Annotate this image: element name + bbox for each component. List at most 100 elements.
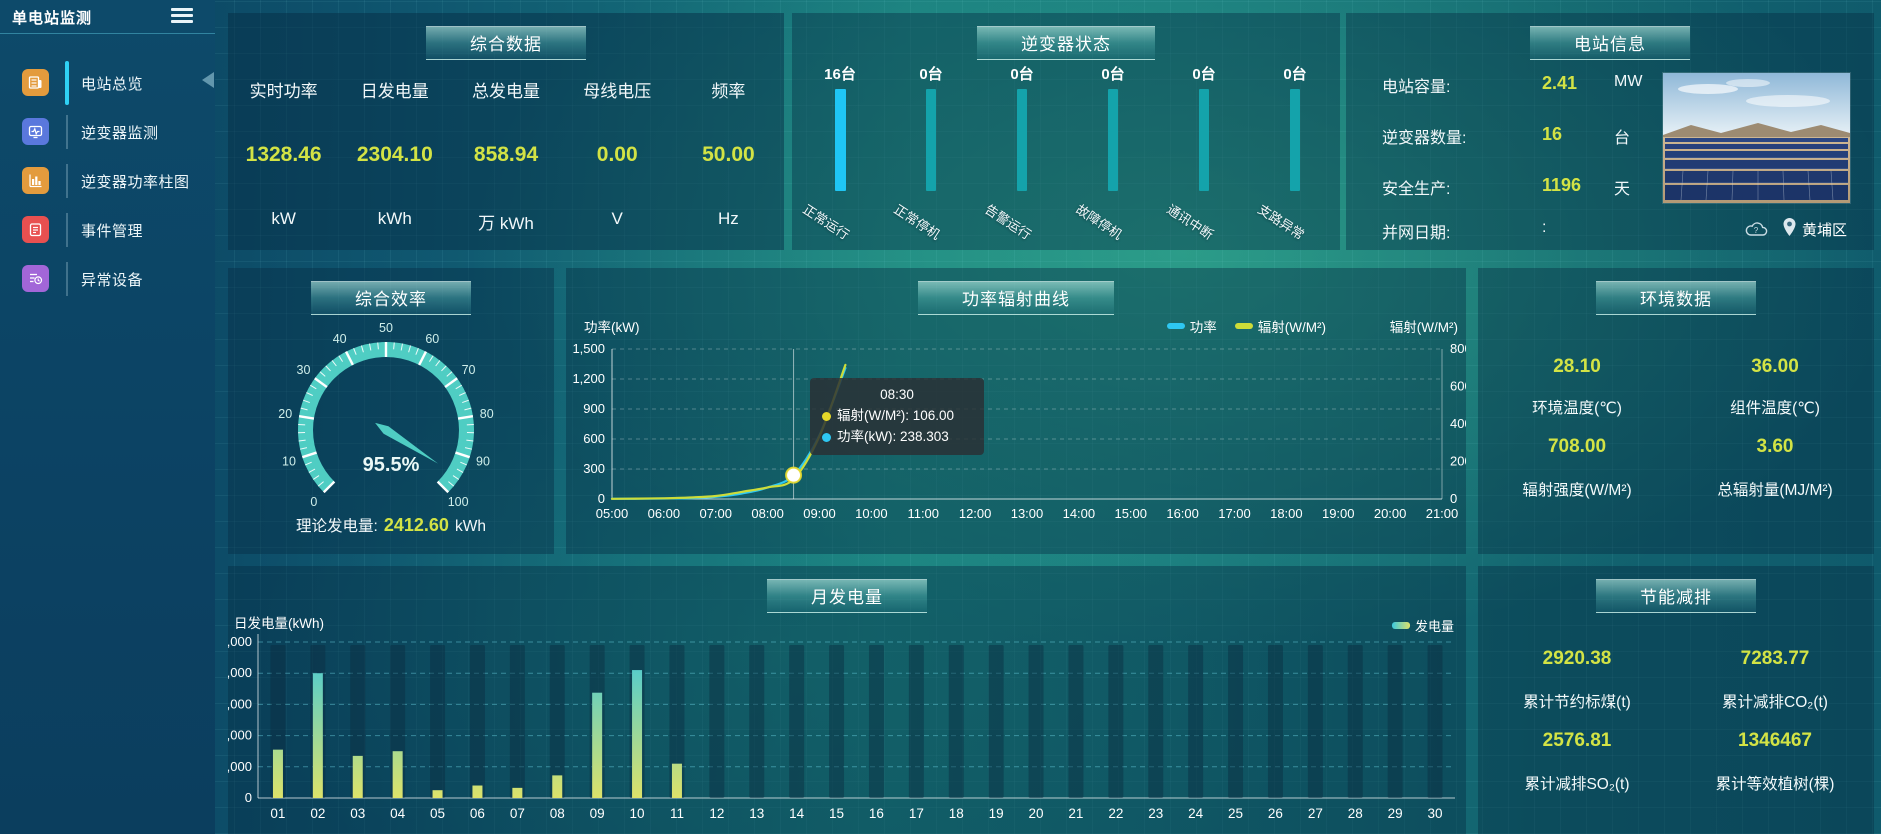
sidebar-item-abnormal-devices[interactable]: 异常设备 — [0, 254, 215, 303]
svg-text:21:00: 21:00 — [1426, 506, 1459, 521]
footer-label: 理论发电量: — [296, 518, 378, 535]
menu-toggle-icon[interactable] — [171, 8, 193, 24]
inverter-status-comm-lost: 0台 通讯中断 — [1158, 63, 1250, 249]
status-bar — [834, 89, 846, 191]
panel-environment: 环境数据 28.10 环境温度(℃) 36.00 组件温度(℃) 708.00 … — [1478, 268, 1874, 554]
metric-frequency: 频率 50.00 Hz — [673, 57, 784, 250]
weather-cloud-icon[interactable]: ? — [1744, 220, 1770, 238]
inverter-power-bars-icon — [22, 167, 49, 194]
svg-text:21: 21 — [1068, 806, 1083, 821]
svg-text:20: 20 — [278, 407, 292, 421]
sidebar-item-label: 逆变器功率柱图 — [81, 174, 190, 191]
gauge-value: 95.5% — [362, 454, 420, 476]
svg-text:23: 23 — [1148, 806, 1163, 821]
monthly-generation-chart[interactable]: 0 2,000 4,000 6,000 8,000 10,000 01 02 03 04 05 06 0… — [228, 566, 1466, 834]
svg-text:12: 12 — [709, 806, 724, 821]
status-count: 16台 — [824, 66, 856, 83]
svg-text:2,000: 2,000 — [228, 759, 252, 774]
sidebar-item-inverter-power-bars[interactable]: 逆变器功率柱图 — [0, 156, 215, 205]
metric-value: 1328.46 — [245, 143, 322, 166]
panel-title: 逆变器状态 — [977, 26, 1155, 60]
sidebar-item-station-overview[interactable]: 电站总览 — [0, 58, 215, 107]
panel-title: 综合数据 — [426, 26, 586, 60]
inverter-status-normal-stop: 0台 正常停机 — [885, 63, 977, 249]
tooltip-radiation-row: 辐射(W/M²): 106.00 — [822, 406, 972, 427]
metric-label: 实时功率 — [249, 82, 318, 101]
bar-axis-name: 日发电量(kWh) — [234, 616, 324, 631]
svg-text:07: 07 — [510, 806, 525, 821]
sidebar-item-label: 异常设备 — [81, 272, 144, 289]
svg-text:800: 800 — [1450, 341, 1466, 356]
metric-unit: Hz — [718, 209, 739, 228]
metric-unit: V — [611, 209, 623, 228]
nav-active-indicator — [65, 61, 69, 105]
svg-text:60: 60 — [425, 332, 439, 346]
svg-text:12:00: 12:00 — [959, 506, 992, 521]
curve-legend: 功率 辐射(W/M²) — [1166, 316, 1326, 336]
svg-text:80: 80 — [480, 407, 494, 421]
tooltip-power-row: 功率(kW): 238.303 — [822, 427, 972, 448]
svg-text:10: 10 — [282, 455, 296, 469]
station-safe-days-row: 安全生产: 1196 天 — [1382, 175, 1672, 199]
panel-title: 环境数据 — [1596, 281, 1756, 315]
svg-text:16:00: 16:00 — [1166, 506, 1199, 521]
svg-text:02: 02 — [310, 806, 325, 821]
env-radiation-intensity-label: 辐射强度(W/M²) — [1522, 482, 1632, 499]
savings-co2: 7283.77 — [1740, 648, 1810, 669]
sidebar-item-label: 电站总览 — [81, 76, 144, 93]
status-bar — [1290, 89, 1300, 191]
svg-text:10:00: 10:00 — [855, 506, 888, 521]
svg-text:8,000: 8,000 — [228, 665, 252, 680]
chart-tooltip: 08:30 辐射(W/M²): 106.00 功率(kW): 238.303 — [810, 378, 984, 455]
panel-station-info: 电站信息 电站容量: 2.41 MW 逆变器数量: 16 台 安全生产: 119… — [1346, 13, 1874, 250]
inverter-status-alarm-running: 0台 告警运行 — [976, 63, 1068, 249]
status-bar — [1017, 89, 1027, 191]
left-axis-name: 功率(kW) — [584, 320, 640, 335]
svg-text:07:00: 07:00 — [699, 506, 732, 521]
svg-text:14:00: 14:00 — [1063, 506, 1096, 521]
savings-trees: 1346467 — [1738, 730, 1812, 751]
metric-label: 总发电量 — [472, 82, 540, 101]
svg-text:18: 18 — [949, 806, 964, 821]
status-label: 故障停机 — [1073, 201, 1125, 243]
status-count: 0台 — [1010, 66, 1034, 83]
legend-power[interactable]: 功率 — [1166, 316, 1217, 336]
status-bar — [926, 89, 936, 191]
row-value: 16 — [1542, 124, 1563, 144]
svg-text:25: 25 — [1228, 806, 1243, 821]
sidebar-item-label: 事件管理 — [81, 223, 144, 240]
svg-text:1,200: 1,200 — [572, 371, 605, 386]
power-radiation-chart[interactable]: 0 300 600 900 1,200 1,500 0 200 400 600 800 05:00 06… — [566, 268, 1466, 554]
metric-unit: kW — [271, 209, 296, 228]
sidebar-item-event-management[interactable]: 事件管理 — [0, 205, 215, 254]
legend-label: 功率 — [1189, 320, 1217, 335]
legend-radiation[interactable]: 辐射(W/M²) — [1234, 316, 1326, 336]
svg-text:0: 0 — [245, 790, 252, 805]
panel-efficiency: 综合效率 0 10 20 30 40 50 60 70 80 90 100 95.5% 理论发电量:… — [228, 268, 554, 554]
status-count: 0台 — [1283, 66, 1307, 83]
svg-text:600: 600 — [583, 431, 605, 446]
efficiency-gauge-chart[interactable]: 0 10 20 30 40 50 60 70 80 90 100 — [228, 304, 554, 520]
svg-text:10,000: 10,000 — [228, 634, 252, 649]
event-management-icon — [22, 216, 49, 243]
metric-value: 858.94 — [473, 143, 539, 166]
panel-energy-savings: 节能减排 2920.38 累计节约标煤(t) 7283.77 累计减排CO₂(t… — [1478, 566, 1874, 834]
abnormal-devices-icon — [22, 265, 49, 292]
env-ambient-temp: 28.10 — [1553, 356, 1601, 377]
theoretical-generation: 理论发电量: 2412.60 kWh — [228, 514, 554, 536]
svg-text:200: 200 — [1450, 454, 1466, 469]
generation-legend[interactable]: 发电量 — [1391, 616, 1454, 635]
env-module-temp-label: 组件温度(℃) — [1730, 400, 1820, 417]
collapse-sidebar-arrow[interactable] — [202, 72, 214, 88]
right-axis-name: 辐射(W/M²) — [1389, 320, 1458, 335]
tooltip-time: 08:30 — [880, 387, 914, 402]
svg-text:24: 24 — [1188, 806, 1204, 821]
location-pin-icon[interactable] — [1782, 217, 1797, 237]
panel-title: 节能减排 — [1596, 579, 1756, 613]
svg-text:15:00: 15:00 — [1114, 506, 1147, 521]
sidebar-item-inverter-monitor[interactable]: 逆变器监测 — [0, 107, 215, 156]
svg-text:16: 16 — [869, 806, 884, 821]
station-footer: ? 黄埔区 — [1346, 216, 1874, 242]
svg-text:400: 400 — [1450, 416, 1466, 431]
